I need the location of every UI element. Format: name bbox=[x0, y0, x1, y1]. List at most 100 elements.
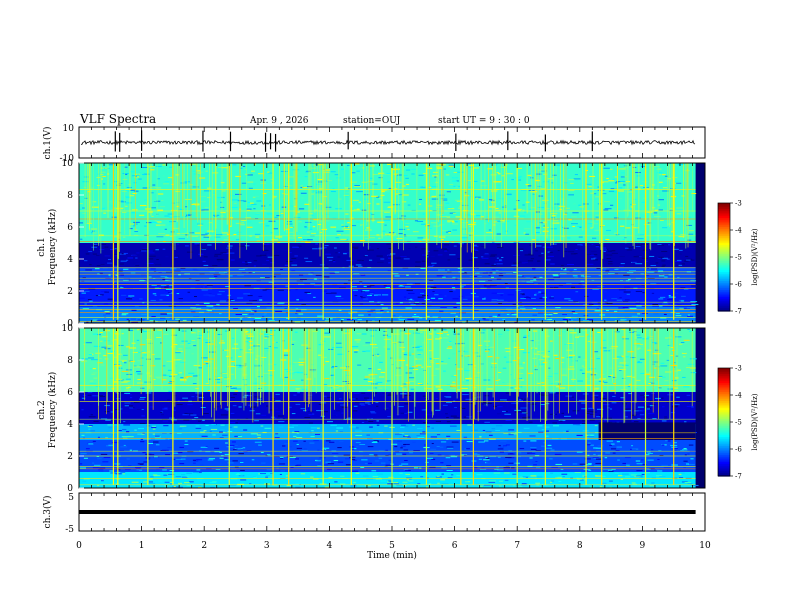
spectrogram-speckle bbox=[378, 387, 383, 389]
spectrogram-speckle bbox=[480, 246, 486, 248]
spectrogram-speckle bbox=[81, 288, 86, 290]
spectrogram-speckle bbox=[262, 245, 266, 247]
spectrogram-speckle bbox=[561, 357, 565, 359]
spectrogram-speckle bbox=[444, 396, 449, 398]
colorbar-segment bbox=[718, 278, 730, 281]
spectrogram-speckle bbox=[240, 474, 243, 476]
spectrogram-speckle bbox=[85, 269, 92, 271]
spectrogram-speckle bbox=[317, 427, 320, 429]
spectrogram-speckle bbox=[537, 185, 542, 187]
spectrogram-speckle bbox=[270, 178, 274, 180]
spectrogram-speckle bbox=[526, 416, 531, 418]
spectrogram-speckle bbox=[89, 368, 93, 370]
spectrogram-speckle bbox=[503, 431, 510, 433]
spectrogram-speckle bbox=[601, 394, 606, 396]
spectrogram-speckle bbox=[434, 338, 441, 340]
spectrogram-speckle bbox=[286, 485, 292, 487]
spectrogram-speckle bbox=[469, 225, 473, 227]
spectrogram-speckle bbox=[300, 197, 304, 199]
spectrogram-speckle bbox=[369, 454, 374, 456]
spectrogram-speckle bbox=[323, 276, 330, 278]
spectrogram-speckle bbox=[125, 298, 133, 300]
spectrogram-speckle bbox=[237, 274, 244, 276]
colorbar-segment bbox=[718, 212, 730, 215]
colorbar-segment bbox=[718, 305, 730, 308]
spectrogram-speckle bbox=[238, 269, 245, 271]
spectrogram-speckle bbox=[500, 440, 507, 442]
spectrogram-speckle bbox=[592, 288, 599, 290]
spectrogram-speckle bbox=[595, 462, 602, 464]
spectrogram-speckle bbox=[249, 300, 253, 302]
spectrogram-speckle bbox=[506, 389, 513, 391]
spectrogram-speckle bbox=[99, 249, 105, 251]
spectrogram-speckle bbox=[121, 313, 129, 315]
spectrogram-speckle bbox=[340, 483, 346, 485]
spectrogram-speckle bbox=[444, 244, 450, 246]
spectrogram-speckle bbox=[273, 276, 276, 278]
spectrogram-speckle bbox=[90, 430, 96, 432]
spectrogram-speckle bbox=[322, 328, 327, 330]
spectrogram-speckle bbox=[544, 426, 550, 428]
spectrogram-speckle bbox=[306, 170, 311, 172]
spectrogram-speckle bbox=[316, 410, 323, 412]
spectrogram-speckle bbox=[107, 298, 113, 300]
spectrogram-speckle bbox=[564, 343, 571, 345]
spectrogram-speckle bbox=[598, 476, 603, 478]
spectrogram-speckle bbox=[607, 376, 612, 378]
spectrogram-speckle bbox=[403, 296, 407, 298]
spectrogram-speckle bbox=[310, 364, 314, 366]
spectrogram-speckle bbox=[553, 286, 559, 288]
spectrogram-speckle bbox=[128, 295, 135, 297]
spectrogram-speckle bbox=[87, 442, 94, 444]
spectrogram-speckle bbox=[659, 174, 662, 176]
spectrogram-speckle bbox=[370, 309, 376, 311]
spectrogram-speckle bbox=[506, 383, 512, 385]
spectrogram-speckle bbox=[534, 292, 540, 294]
spectrogram-speckle bbox=[462, 321, 466, 323]
spectrogram-speckle bbox=[671, 380, 677, 382]
spectrogram-speckle bbox=[432, 425, 438, 427]
spectrogram-speckle bbox=[136, 252, 140, 254]
spectrogram-speckle bbox=[278, 463, 286, 465]
spectrogram-speckle bbox=[312, 217, 317, 219]
spectrogram-speckle bbox=[634, 343, 641, 345]
spectrogram-speckle bbox=[123, 421, 126, 423]
spectrogram-speckle bbox=[660, 362, 665, 364]
colorbar-segment bbox=[718, 228, 730, 231]
spectrogram-speckle bbox=[341, 228, 346, 230]
spectrogram-speckle bbox=[516, 456, 522, 458]
spectrogram-speckle bbox=[81, 409, 84, 411]
spectrogram-speckle bbox=[217, 293, 222, 295]
spectrogram-speckle bbox=[529, 244, 533, 246]
spectrogram-speckle bbox=[498, 173, 501, 175]
spectrogram-speckle bbox=[527, 174, 532, 176]
spectrogram-speckle bbox=[677, 304, 682, 306]
spectrogram-speckle bbox=[691, 406, 694, 408]
spectrogram-speckle bbox=[595, 196, 601, 198]
spectrogram-speckle bbox=[355, 442, 361, 444]
spectrogram-speckle bbox=[511, 402, 517, 404]
spectrogram-speckle bbox=[219, 437, 224, 439]
spectrogram-speckle bbox=[426, 426, 430, 428]
spectrogram-speckle bbox=[570, 343, 573, 345]
spectrogram-speckle bbox=[129, 228, 133, 230]
spectrogram-speckle bbox=[144, 239, 149, 241]
spectrogram-speckle bbox=[275, 236, 283, 238]
spectrogram-speckle bbox=[607, 407, 611, 409]
spectrogram-speckle bbox=[101, 167, 108, 169]
spectrogram-speckle bbox=[688, 444, 694, 446]
spectrogram-speckle bbox=[466, 380, 469, 382]
colorbar-segment bbox=[718, 309, 730, 312]
spectrogram-speckle bbox=[256, 344, 260, 346]
spectrogram-speckle bbox=[383, 211, 390, 213]
spectrogram-speckle bbox=[614, 472, 619, 474]
spectrogram-speckle bbox=[139, 298, 143, 300]
spectrogram-speckle bbox=[230, 300, 235, 302]
spectrogram-speckle bbox=[372, 347, 378, 349]
spectrogram-speckle bbox=[356, 445, 359, 447]
spectrogram-speckle bbox=[519, 413, 523, 415]
spectrogram-speckle bbox=[675, 312, 680, 314]
spectrogram-speckle bbox=[164, 481, 170, 483]
spectrogram-speckle bbox=[660, 219, 664, 221]
spectrogram-speckle bbox=[140, 328, 147, 330]
